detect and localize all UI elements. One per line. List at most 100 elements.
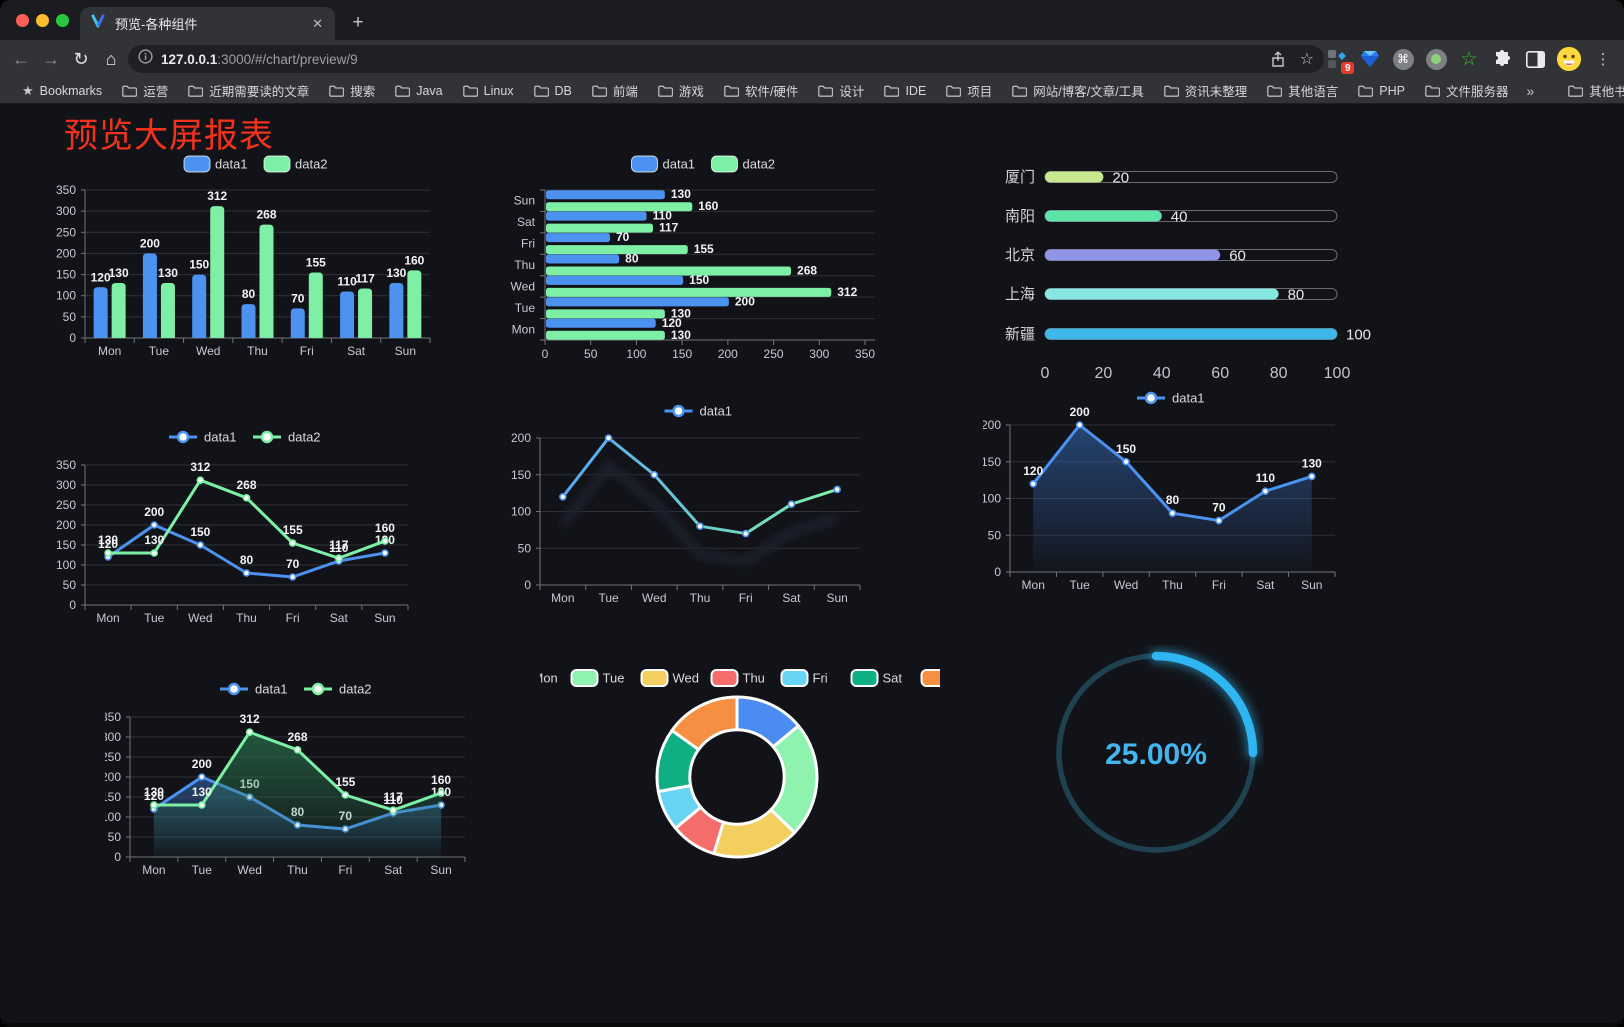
browser-tab[interactable]: 预览-各种组件 ✕ [80, 7, 335, 40]
star-extension-icon[interactable]: ☆ [1460, 48, 1478, 70]
legend-item[interactable]: data1 [169, 430, 237, 445]
folder-icon [122, 85, 138, 97]
reload-icon[interactable]: ↻ [73, 48, 89, 69]
window-minimize-button[interactable] [36, 14, 49, 27]
window-zoom-button[interactable] [56, 14, 69, 27]
forward-icon[interactable]: → [42, 48, 60, 69]
profile-avatar[interactable] [1557, 47, 1581, 71]
legend-item[interactable]: data1 [631, 155, 696, 173]
svg-text:80: 80 [1270, 365, 1288, 382]
legend-item[interactable]: data2 [263, 155, 328, 173]
page-title: 预览大屏报表 [64, 117, 274, 155]
chart-horizontal-bar: data1 data2 0 50 100 150 200 250 300 350 Sun 130 160… [505, 148, 905, 366]
svg-text:Fri: Fri [813, 671, 828, 686]
window-close-button[interactable] [16, 14, 29, 27]
legend-item[interactable]: data1 [220, 682, 288, 697]
bookmark-item[interactable]: PHP [1350, 82, 1413, 100]
svg-text:Mon: Mon [512, 322, 535, 336]
svg-text:70: 70 [286, 557, 300, 571]
bookmark-item[interactable]: 搜索 [321, 79, 383, 102]
browser-menu-icon[interactable]: ⋮ [1595, 51, 1611, 68]
bookmark-label: 项目 [967, 85, 993, 99]
bookmark-item[interactable]: 运营 [114, 79, 176, 102]
svg-text:Wed: Wed [511, 279, 535, 293]
svg-text:Thu: Thu [287, 863, 308, 877]
svg-text:150: 150 [189, 258, 209, 272]
legend-item[interactable]: Wed [640, 669, 700, 687]
other-bookmarks[interactable]: 其他书签 [1560, 79, 1624, 102]
new-tab-button[interactable]: + [352, 12, 364, 33]
url-path: :3000/#/chart/preview/9 [217, 51, 358, 67]
back-icon[interactable]: ← [12, 48, 30, 69]
svg-text:200: 200 [144, 505, 164, 519]
legend-item[interactable]: Sat [850, 669, 903, 687]
legend-item[interactable]: Sun [920, 669, 976, 687]
tab-close-icon[interactable]: ✕ [312, 15, 323, 31]
bookmark-item[interactable]: IDE [876, 82, 934, 100]
legend-item[interactable]: Fri [780, 669, 828, 687]
legend-item[interactable]: data1 [664, 404, 733, 419]
svg-text:120: 120 [662, 316, 682, 330]
svg-text:Sat: Sat [384, 863, 403, 877]
tampermonkey-extension-icon[interactable]: 9 [1326, 48, 1354, 74]
folder-icon [462, 85, 478, 97]
extensions-puzzle-icon[interactable] [1491, 48, 1513, 70]
svg-text:0: 0 [69, 598, 76, 612]
recorder-extension-icon[interactable] [1425, 48, 1447, 70]
svg-text:130: 130 [98, 533, 118, 547]
bookmark-item[interactable]: 前端 [584, 79, 646, 102]
bookmark-item[interactable]: DB [526, 82, 580, 100]
bookmark-item[interactable]: 资讯未整理 [1156, 79, 1256, 102]
svg-text:Mon: Mon [551, 591, 574, 605]
bookmark-star-icon[interactable]: ☆ [1299, 51, 1314, 68]
bookmark-item[interactable]: Java [387, 82, 450, 100]
svg-text:150: 150 [689, 273, 709, 287]
bookmark-item[interactable]: 近期需要读的文章 [180, 79, 317, 102]
side-panel-icon[interactable] [1524, 48, 1546, 70]
bookmark-label: PHP [1379, 83, 1405, 98]
legend-item[interactable]: Tue [570, 669, 625, 687]
bookmarks-overflow-chevron[interactable]: » [1526, 82, 1535, 99]
svg-text:80: 80 [625, 252, 639, 266]
legend-item[interactable]: Thu [710, 669, 765, 687]
svg-text:Wed: Wed [188, 611, 212, 625]
bookmark-item[interactable]: 文件服务器 [1417, 79, 1517, 102]
pie-slice-Sun[interactable] [670, 695, 739, 752]
svg-text:155: 155 [306, 255, 326, 269]
svg-text:70: 70 [1212, 501, 1226, 515]
bookmark-item[interactable]: 其他语言 [1259, 79, 1346, 102]
home-icon[interactable]: ⌂ [105, 48, 117, 69]
legend-item[interactable]: data2 [253, 430, 321, 445]
bookmark-item[interactable]: 游戏 [650, 79, 712, 102]
bookmark-item[interactable]: Linux [455, 82, 522, 100]
svg-text:160: 160 [698, 199, 718, 213]
svg-text:data1: data1 [255, 682, 288, 697]
legend-item[interactable]: data1 [183, 155, 248, 173]
svg-text:Fri: Fri [300, 344, 314, 358]
bookmark-item[interactable]: 网站/博客/文章/工具 [1004, 79, 1151, 102]
svg-text:130: 130 [671, 187, 691, 201]
svg-text:110: 110 [337, 274, 357, 288]
bookmark-item[interactable]: 设计 [810, 79, 872, 102]
site-info-icon[interactable] [138, 49, 153, 69]
chart-donut-pie: Mon Tue Wed Thu Fri Sat Sun [500, 655, 976, 900]
svg-text:120: 120 [1023, 464, 1043, 478]
svg-text:新疆: 新疆 [1005, 326, 1035, 343]
legend-item[interactable]: Mon [500, 669, 558, 687]
svg-text:268: 268 [256, 208, 276, 222]
legend-item[interactable]: data1 [1137, 391, 1205, 406]
gem-extension-icon[interactable] [1359, 48, 1381, 70]
chart-two-area-line: data1 data2 0 50 100 150 200 250 300 350 Mon Tue Wed… [101, 672, 505, 890]
legend-item[interactable]: data2 [711, 155, 776, 173]
command-extension-icon[interactable]: ⌘ [1392, 48, 1414, 70]
svg-text:Mon: Mon [1022, 578, 1045, 592]
bookmarks-root[interactable]: ★ Bookmarks [14, 81, 110, 101]
bookmark-item[interactable]: 软件/硬件 [716, 79, 806, 102]
svg-text:110: 110 [329, 541, 349, 555]
share-icon[interactable] [1270, 50, 1286, 68]
bookmark-item[interactable]: 项目 [938, 79, 1000, 102]
address-bar[interactable]: 127.0.0.1 :3000/#/chart/preview/9 ☆ [128, 45, 1324, 73]
svg-text:Thu: Thu [1162, 578, 1183, 592]
svg-text:200: 200 [511, 431, 531, 445]
legend-item[interactable]: data2 [304, 682, 372, 697]
